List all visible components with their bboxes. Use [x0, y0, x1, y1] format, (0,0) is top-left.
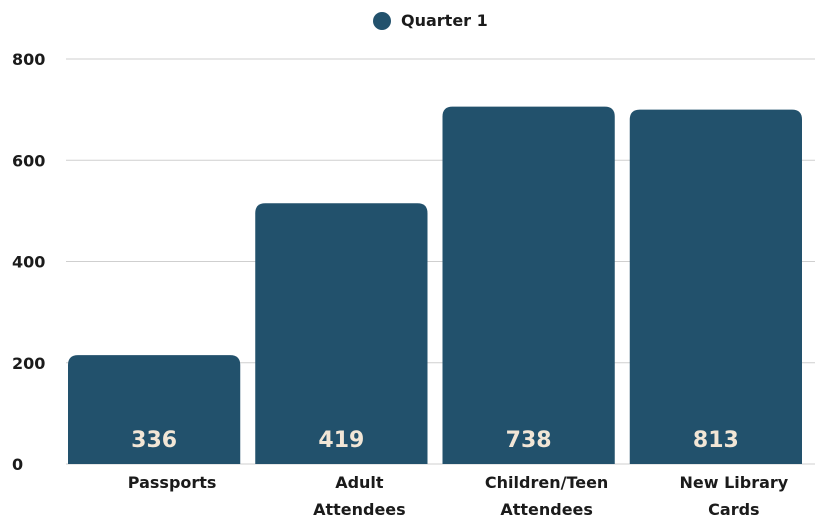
y-axis: 0 200 400 600 800 — [12, 50, 45, 474]
x-tick-label: New Library — [680, 473, 789, 492]
legend: Quarter 1 — [373, 11, 488, 30]
bars: 336 419 738 813 — [68, 106, 802, 465]
bar-value-label: 738 — [506, 428, 552, 453]
x-tick-label: Attendees — [500, 500, 593, 519]
x-tick-label: Children/Teen — [485, 473, 608, 492]
bar — [442, 106, 615, 465]
legend-label: Quarter 1 — [401, 11, 488, 30]
x-axis: Passports Adult Attendees Children/Teen Atte… — [128, 473, 789, 519]
x-tick-label: Cards — [708, 500, 759, 519]
bar — [255, 203, 428, 464]
bar-value-label: 813 — [693, 428, 739, 453]
x-tick-label: Adult — [335, 473, 384, 492]
y-tick-label: 800 — [12, 50, 45, 69]
y-tick-label: 600 — [12, 151, 45, 170]
bar-value-label: 336 — [131, 428, 177, 453]
x-tick-label: Attendees — [313, 500, 406, 519]
bar-value-label: 419 — [318, 428, 364, 453]
bar — [68, 355, 241, 464]
bar — [629, 109, 802, 464]
y-tick-label: 200 — [12, 354, 45, 373]
x-tick-label: Passports — [128, 473, 217, 492]
y-tick-label: 0 — [12, 455, 23, 474]
y-tick-label: 400 — [12, 253, 45, 272]
legend-marker — [373, 12, 391, 30]
